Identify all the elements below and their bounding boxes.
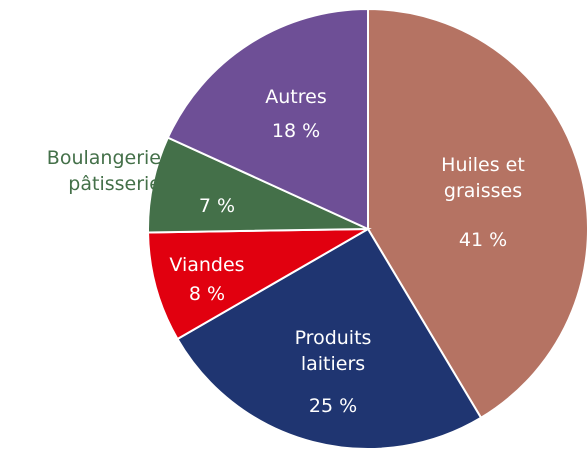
pie-slice bbox=[367, 7, 587, 420]
pie-slice bbox=[166, 7, 369, 231]
slice-value: 8 % bbox=[188, 283, 226, 305]
slice-label: Huiles et graisses bbox=[441, 154, 525, 202]
pie-slice bbox=[147, 227, 372, 341]
slice-label: Produits laitiers bbox=[294, 327, 372, 375]
pie-slice bbox=[176, 227, 483, 450]
slice-value: 7 % bbox=[198, 195, 236, 217]
slice-value: 41 % bbox=[458, 229, 508, 251]
slice-label: Viandes bbox=[169, 254, 245, 276]
slice-label: Boulangerie pâtisserie bbox=[46, 147, 161, 195]
slice-value: 18 % bbox=[271, 120, 321, 142]
slice-value: 25 % bbox=[308, 395, 358, 417]
slice-label: Autres bbox=[265, 86, 327, 108]
